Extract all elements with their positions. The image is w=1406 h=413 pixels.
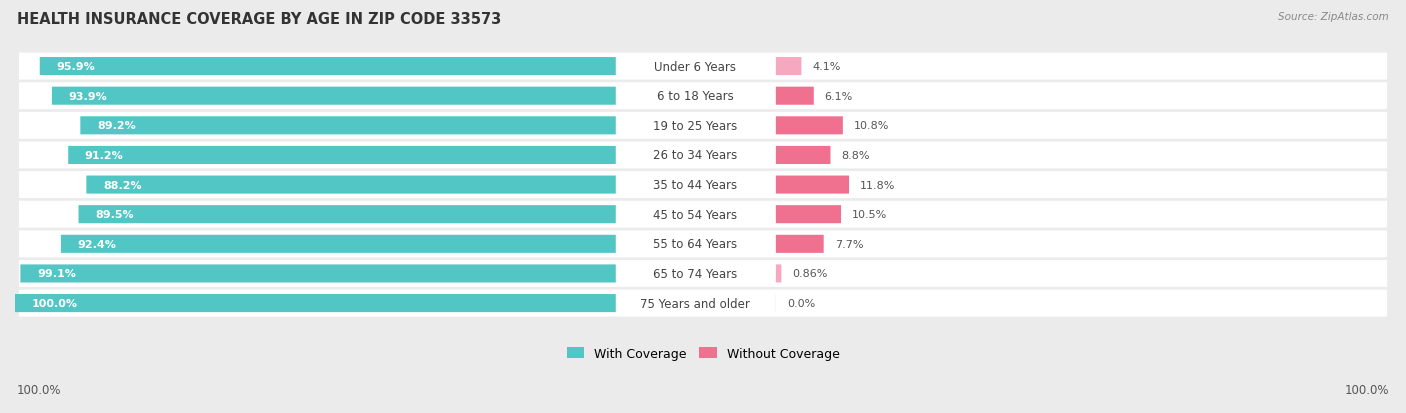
Text: 100.0%: 100.0% bbox=[1344, 384, 1389, 396]
FancyBboxPatch shape bbox=[60, 235, 620, 253]
Text: 89.5%: 89.5% bbox=[96, 210, 134, 220]
Text: 89.2%: 89.2% bbox=[97, 121, 135, 131]
Text: Under 6 Years: Under 6 Years bbox=[654, 60, 737, 74]
FancyBboxPatch shape bbox=[776, 117, 842, 135]
FancyBboxPatch shape bbox=[20, 265, 620, 283]
FancyBboxPatch shape bbox=[616, 55, 775, 78]
Text: 91.2%: 91.2% bbox=[84, 151, 124, 161]
Text: 6.1%: 6.1% bbox=[825, 91, 853, 102]
FancyBboxPatch shape bbox=[18, 201, 1388, 228]
FancyBboxPatch shape bbox=[15, 294, 620, 312]
Text: 10.8%: 10.8% bbox=[853, 121, 889, 131]
Text: 99.1%: 99.1% bbox=[37, 269, 76, 279]
Legend: With Coverage, Without Coverage: With Coverage, Without Coverage bbox=[567, 347, 839, 360]
Text: 4.1%: 4.1% bbox=[813, 62, 841, 72]
FancyBboxPatch shape bbox=[69, 147, 620, 165]
FancyBboxPatch shape bbox=[776, 176, 849, 194]
Text: 95.9%: 95.9% bbox=[56, 62, 96, 72]
FancyBboxPatch shape bbox=[616, 85, 775, 108]
Text: 45 to 54 Years: 45 to 54 Years bbox=[654, 208, 738, 221]
Text: 100.0%: 100.0% bbox=[31, 298, 77, 309]
Text: 35 to 44 Years: 35 to 44 Years bbox=[654, 179, 738, 192]
FancyBboxPatch shape bbox=[80, 117, 620, 135]
Text: 100.0%: 100.0% bbox=[17, 384, 62, 396]
FancyBboxPatch shape bbox=[18, 260, 1388, 287]
FancyBboxPatch shape bbox=[18, 172, 1388, 199]
FancyBboxPatch shape bbox=[616, 262, 775, 285]
FancyBboxPatch shape bbox=[18, 113, 1388, 140]
FancyBboxPatch shape bbox=[52, 88, 620, 105]
Text: 10.5%: 10.5% bbox=[852, 210, 887, 220]
FancyBboxPatch shape bbox=[776, 58, 801, 76]
FancyBboxPatch shape bbox=[18, 53, 1388, 81]
FancyBboxPatch shape bbox=[18, 142, 1388, 169]
Text: 11.8%: 11.8% bbox=[860, 180, 896, 190]
FancyBboxPatch shape bbox=[776, 206, 841, 224]
FancyBboxPatch shape bbox=[616, 203, 775, 226]
Text: 26 to 34 Years: 26 to 34 Years bbox=[654, 149, 738, 162]
Text: HEALTH INSURANCE COVERAGE BY AGE IN ZIP CODE 33573: HEALTH INSURANCE COVERAGE BY AGE IN ZIP … bbox=[17, 12, 501, 27]
Text: Source: ZipAtlas.com: Source: ZipAtlas.com bbox=[1278, 12, 1389, 22]
FancyBboxPatch shape bbox=[18, 83, 1388, 110]
Text: 75 Years and older: 75 Years and older bbox=[641, 297, 751, 310]
Text: 6 to 18 Years: 6 to 18 Years bbox=[657, 90, 734, 103]
FancyBboxPatch shape bbox=[18, 290, 1388, 317]
Text: 19 to 25 Years: 19 to 25 Years bbox=[654, 119, 738, 133]
Text: 0.0%: 0.0% bbox=[787, 298, 815, 309]
FancyBboxPatch shape bbox=[616, 144, 775, 167]
FancyBboxPatch shape bbox=[18, 231, 1388, 258]
Text: 0.86%: 0.86% bbox=[792, 269, 828, 279]
FancyBboxPatch shape bbox=[79, 206, 620, 224]
Text: 8.8%: 8.8% bbox=[841, 151, 870, 161]
Text: 88.2%: 88.2% bbox=[103, 180, 142, 190]
FancyBboxPatch shape bbox=[616, 114, 775, 138]
FancyBboxPatch shape bbox=[616, 233, 775, 256]
Text: 55 to 64 Years: 55 to 64 Years bbox=[654, 238, 738, 251]
FancyBboxPatch shape bbox=[616, 292, 775, 315]
FancyBboxPatch shape bbox=[776, 88, 814, 105]
FancyBboxPatch shape bbox=[776, 265, 782, 283]
FancyBboxPatch shape bbox=[86, 176, 620, 194]
FancyBboxPatch shape bbox=[616, 173, 775, 197]
FancyBboxPatch shape bbox=[776, 235, 824, 253]
Text: 92.4%: 92.4% bbox=[77, 239, 117, 249]
FancyBboxPatch shape bbox=[776, 147, 831, 165]
Text: 93.9%: 93.9% bbox=[69, 91, 107, 102]
Text: 65 to 74 Years: 65 to 74 Years bbox=[654, 267, 738, 280]
FancyBboxPatch shape bbox=[39, 58, 620, 76]
Text: 7.7%: 7.7% bbox=[835, 239, 863, 249]
